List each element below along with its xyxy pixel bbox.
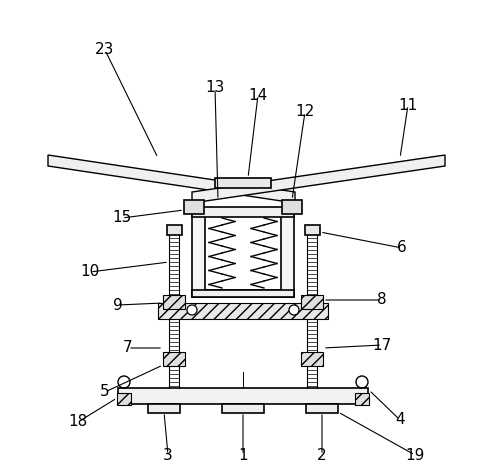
Polygon shape: [48, 155, 295, 203]
Text: 11: 11: [399, 97, 417, 113]
Bar: [305, 225, 320, 235]
Bar: [192, 290, 294, 297]
Text: 15: 15: [112, 210, 132, 226]
Bar: [192, 290, 294, 297]
Text: 9: 9: [113, 297, 123, 313]
Text: 23: 23: [95, 42, 115, 57]
Circle shape: [187, 305, 197, 315]
Bar: [158, 303, 328, 319]
Bar: [117, 393, 131, 405]
Text: 8: 8: [377, 293, 387, 307]
Text: 5: 5: [100, 384, 110, 399]
Text: 1: 1: [238, 447, 248, 463]
Bar: [163, 352, 185, 366]
Bar: [355, 393, 369, 405]
Text: 13: 13: [205, 80, 225, 95]
Bar: [148, 404, 180, 413]
Text: 19: 19: [405, 447, 425, 463]
Bar: [163, 295, 185, 309]
Bar: [118, 388, 368, 404]
Bar: [215, 178, 271, 188]
Bar: [301, 352, 323, 366]
Bar: [301, 295, 323, 309]
Bar: [282, 200, 302, 214]
Text: 17: 17: [373, 338, 391, 352]
Text: 6: 6: [397, 240, 407, 256]
Text: 4: 4: [395, 412, 405, 428]
Circle shape: [289, 305, 299, 315]
Polygon shape: [192, 155, 445, 203]
Text: 14: 14: [248, 87, 268, 103]
Bar: [281, 210, 294, 295]
Bar: [222, 404, 264, 413]
Bar: [192, 210, 205, 295]
Text: 2: 2: [317, 447, 327, 463]
Text: 10: 10: [80, 265, 100, 279]
Bar: [192, 207, 294, 217]
Text: 7: 7: [123, 341, 133, 355]
Bar: [306, 404, 338, 413]
Bar: [167, 225, 182, 235]
Bar: [184, 200, 204, 214]
Text: 12: 12: [295, 104, 315, 120]
Text: 3: 3: [163, 447, 173, 463]
Text: 18: 18: [68, 415, 88, 429]
